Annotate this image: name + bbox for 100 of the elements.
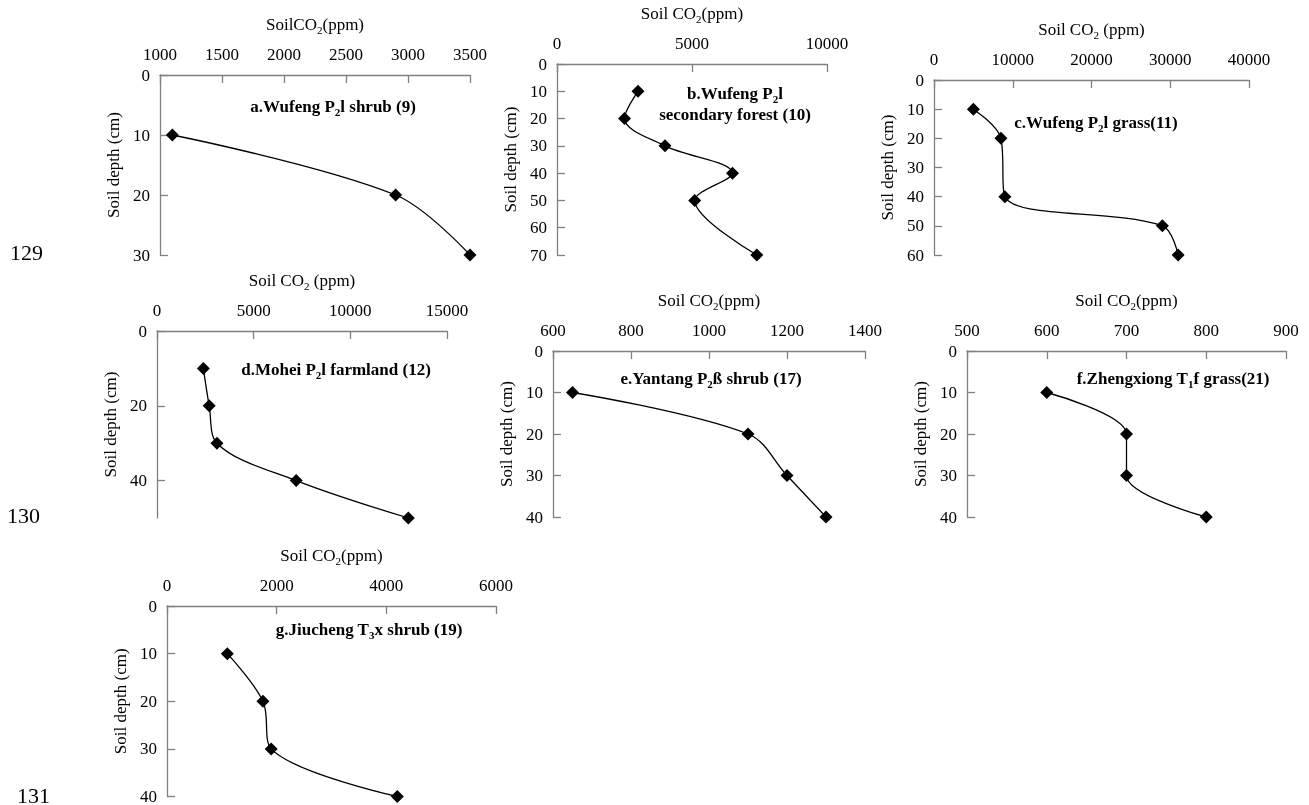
x-tick-label: 3500	[453, 45, 487, 64]
x-tick-label: 500	[954, 321, 980, 340]
x-tick-label: 20000	[1070, 50, 1113, 69]
y-tick-label: 0	[534, 341, 543, 361]
text: 131	[17, 782, 50, 805]
x-tick-label: 800	[1193, 321, 1219, 340]
y-tick-label: 0	[141, 65, 150, 85]
y-tick-label: 30	[530, 136, 547, 156]
y-tick-label: 40	[140, 787, 157, 805]
point	[202, 399, 216, 413]
y-tick-label: 60	[530, 218, 547, 238]
x-tick-label: 2000	[259, 576, 294, 595]
point	[994, 131, 1008, 145]
point	[750, 248, 764, 262]
x-tick-label: 3000	[391, 45, 425, 64]
y-tick-label: 50	[530, 190, 547, 210]
y-tick-label: 10	[530, 81, 547, 101]
y-tick-label: 20	[140, 691, 157, 711]
point	[401, 511, 415, 525]
point	[196, 361, 210, 375]
point	[1120, 427, 1133, 441]
x-tick-label: 600	[1034, 321, 1060, 340]
point	[463, 248, 477, 262]
y-tick-label: 40	[130, 471, 147, 491]
y-tick-label: 20	[526, 424, 543, 444]
y-tick-label: 30	[140, 739, 157, 759]
point	[688, 193, 702, 207]
y-axis-title: Soil depth (cm)	[101, 371, 121, 478]
x-tick-label: 30000	[1149, 50, 1192, 69]
point	[220, 647, 234, 661]
point	[566, 386, 579, 399]
y-tick-label: 20	[940, 424, 957, 444]
y-tick-label: 70	[530, 245, 547, 265]
x-tick-label: 10000	[329, 301, 372, 320]
y-tick-label: 20	[133, 185, 150, 205]
point	[966, 102, 980, 116]
text: 129	[10, 239, 43, 265]
y-tick-label: 10	[940, 383, 957, 402]
x-tick-label: 700	[1113, 321, 1140, 340]
point	[1171, 248, 1185, 262]
y-tick-label: 40	[526, 507, 543, 527]
x-tick-label: 1200	[770, 321, 804, 340]
y-tick-label: 10	[526, 383, 543, 402]
point	[1040, 386, 1054, 399]
x-tick-label: 5000	[675, 34, 709, 53]
x-tick-label: 800	[618, 321, 644, 340]
point	[390, 790, 404, 803]
point	[165, 128, 179, 142]
x-tick-label: 900	[1273, 321, 1299, 340]
y-tick-label: 10	[140, 644, 157, 664]
y-axis-title: Soil depth (cm)	[911, 381, 931, 487]
point	[389, 188, 403, 202]
y-axis-title: Soil depth (cm)	[878, 114, 898, 221]
y-tick-label: 0	[948, 341, 957, 361]
point	[726, 166, 739, 180]
point	[1155, 219, 1169, 233]
y-tick-label: 10	[133, 125, 150, 145]
x-tick-label: 1000	[143, 45, 177, 64]
y-axis-title: Soil depth (cm)	[501, 106, 521, 213]
x-tick-label: 0	[162, 576, 172, 595]
point	[618, 112, 631, 126]
point	[819, 510, 833, 524]
x-tick-label: 5000	[236, 301, 271, 320]
x-tick-label: 1500	[205, 45, 239, 64]
point	[1120, 469, 1133, 482]
x-tick-label: 40000	[1227, 50, 1271, 69]
x-tick-label: 4000	[369, 576, 404, 595]
point	[264, 742, 278, 756]
y-axis-title: Soil depth (cm)	[111, 648, 131, 755]
point	[780, 469, 794, 482]
y-tick-label: 0	[915, 70, 924, 90]
point	[210, 436, 224, 450]
point	[1199, 510, 1213, 524]
y-tick-label: 10	[907, 99, 924, 119]
y-axis-title: Soil depth (cm)	[104, 112, 124, 218]
y-tick-label: 60	[907, 245, 924, 265]
y-tick-label: 30	[940, 466, 957, 485]
x-tick-label: 10000	[991, 50, 1034, 69]
x-tick-label: 6000	[479, 576, 513, 595]
x-tick-label: 1000	[692, 321, 726, 340]
x-tick-label: 10000	[805, 34, 849, 53]
point	[741, 427, 755, 441]
text: 130	[7, 502, 40, 528]
y-tick-label: 40	[907, 187, 924, 207]
y-tick-label: 40	[940, 507, 957, 527]
x-tick-label: 1400	[848, 321, 882, 340]
y-tick-label: 20	[907, 128, 924, 148]
y-tick-label: 20	[530, 109, 547, 129]
x-tick-label: 2500	[329, 45, 363, 64]
x-tick-label: 2000	[267, 45, 301, 64]
point	[658, 139, 672, 153]
point	[998, 190, 1012, 204]
x-tick-label: 15000	[425, 301, 469, 320]
y-tick-label: 0	[148, 596, 157, 616]
y-tick-label: 30	[907, 158, 924, 177]
y-axis-title: Soil depth (cm)	[497, 381, 517, 487]
y-tick-label: 50	[907, 216, 924, 236]
y-tick-label: 20	[130, 396, 147, 416]
y-tick-label: 30	[133, 245, 150, 265]
point	[631, 84, 645, 98]
